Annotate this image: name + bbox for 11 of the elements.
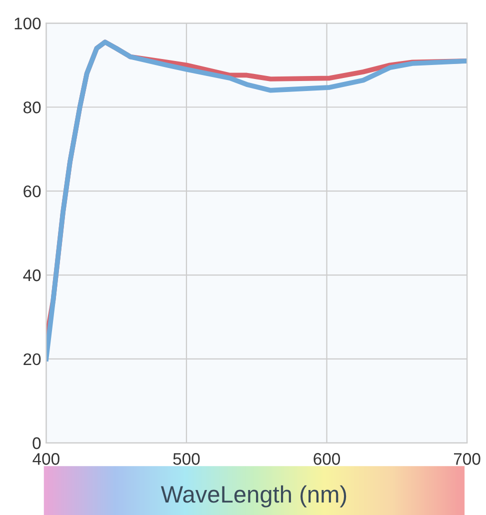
- x-tick-label: 700: [454, 453, 480, 465]
- x-tick-label: 600: [314, 453, 340, 465]
- x-axis-title: WaveLength (nm): [160, 485, 346, 508]
- y-tick-label: 100: [14, 18, 41, 30]
- y-tick-label: 0: [32, 437, 41, 450]
- y-tick-label: 60: [24, 185, 41, 198]
- y-tick-label: 20: [24, 353, 41, 366]
- y-tick-label: 80: [23, 102, 41, 114]
- x-tick-label: 500: [173, 453, 200, 465]
- x-tick-label: 400: [32, 453, 60, 465]
- y-tick-label: 40: [23, 269, 41, 282]
